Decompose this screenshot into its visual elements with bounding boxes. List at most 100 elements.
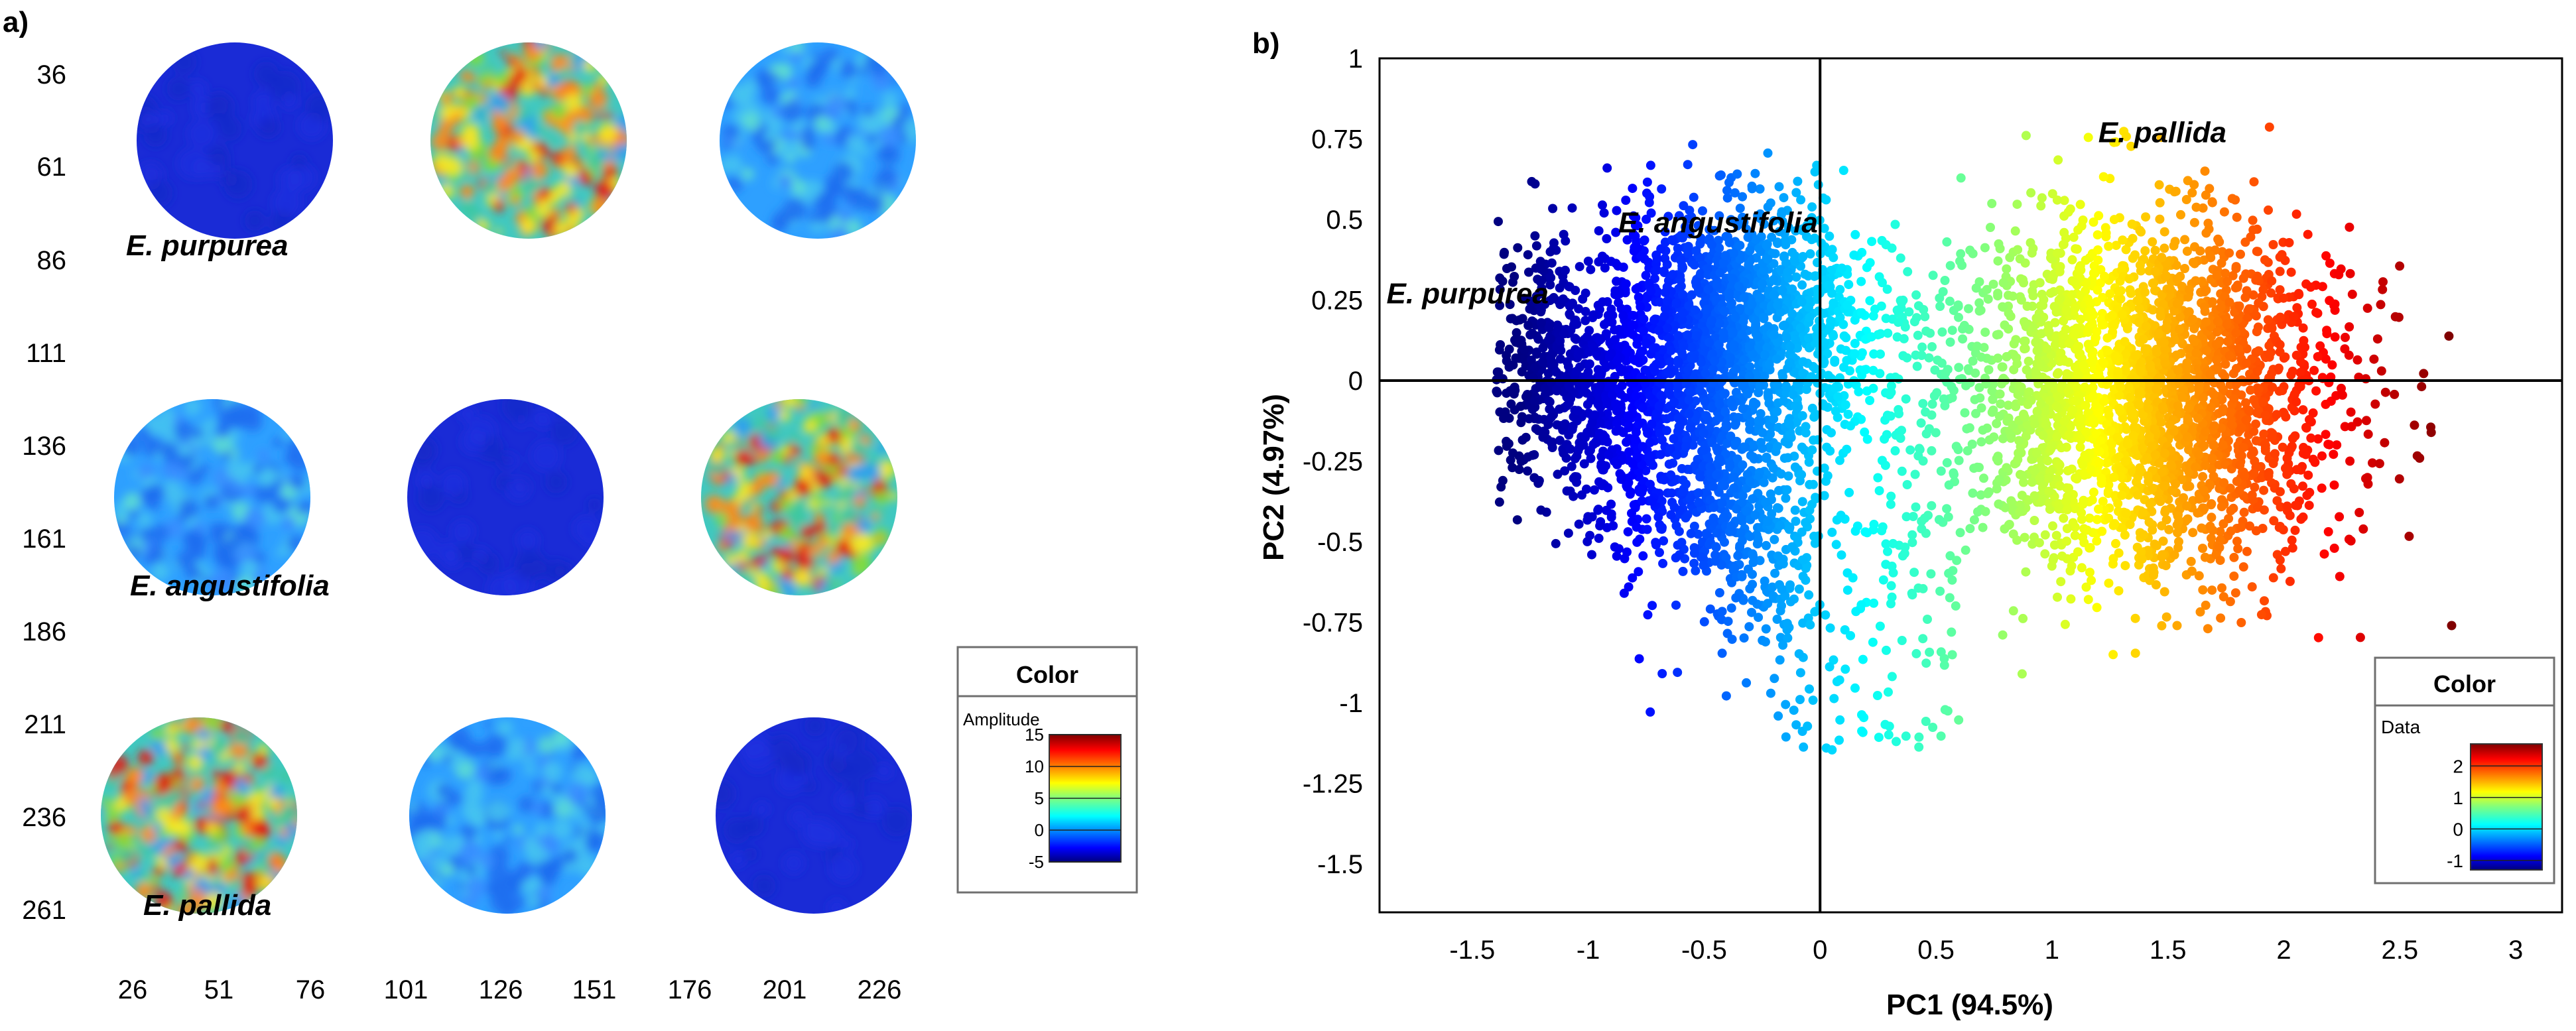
scatter-point-2410 xyxy=(1838,166,1848,175)
scatter-point-932 xyxy=(1721,691,1731,701)
scatter-point-4002 xyxy=(1928,271,1938,280)
scatter-point-2769 xyxy=(1663,367,1673,377)
scatter-point-1246 xyxy=(1630,435,1640,444)
scatter-point-906 xyxy=(1552,420,1562,430)
scatter-point-4755 xyxy=(2248,446,2258,456)
scatter-point-909 xyxy=(1507,262,1516,272)
scatter-point-1156 xyxy=(1673,426,1683,436)
scatter-point-4077 xyxy=(2289,484,2299,494)
scatter-point-2668 xyxy=(1798,369,1808,378)
scatter-point-4802 xyxy=(2291,210,2301,219)
scatter-point-827 xyxy=(1725,462,1735,472)
scatter-point-2353 xyxy=(1781,381,1791,391)
scatter-point-2651 xyxy=(1740,442,1750,452)
scatter-point-794 xyxy=(1602,163,1612,173)
scatter-point-4085 xyxy=(2209,440,2219,450)
scatter-point-2687 xyxy=(1730,312,1740,322)
scatter-point-4581 xyxy=(2334,270,2344,280)
scatter-point-2645 xyxy=(1689,353,1699,363)
scatter-point-1070 xyxy=(1614,544,1624,554)
scatter-point-1144 xyxy=(1601,394,1611,404)
scatter-point-775 xyxy=(1745,532,1755,542)
panel-a-label: a) xyxy=(3,6,29,38)
scatter-point-559 xyxy=(1761,624,1771,634)
scatter-point-3160 xyxy=(2276,564,2286,574)
scatter-point-3297 xyxy=(2130,250,2140,260)
scatter-point-750 xyxy=(1645,479,1655,489)
scatter-point-4471 xyxy=(2036,201,2046,211)
scatter-point-1656 xyxy=(1580,316,1590,326)
scatter-point-1993 xyxy=(1624,411,1634,421)
scatter-point-4862 xyxy=(2118,235,2128,245)
scatter-point-1393 xyxy=(1850,229,1860,239)
scatter-point-602 xyxy=(1804,590,1814,600)
scatter-point-4624 xyxy=(2246,385,2256,395)
legend-a-tick--5: -5 xyxy=(1029,852,1044,872)
scatter-point-4502 xyxy=(2303,470,2313,480)
scatter-point-13 xyxy=(1512,515,1522,525)
x-tick-0: 0 xyxy=(1813,936,1827,965)
scatter-point-921 xyxy=(1608,521,1618,530)
scatter-point-1264 xyxy=(1720,481,1730,491)
scatter-point-4807 xyxy=(2267,432,2277,442)
scatter-point-2511 xyxy=(1580,288,1590,298)
scatter-point-2591 xyxy=(1850,349,1860,359)
scatter-point-4622 xyxy=(2325,440,2335,450)
scatter-point-4253 xyxy=(2188,257,2198,267)
scatter-point-2238 xyxy=(1699,428,1708,438)
scatter-point-1003 xyxy=(1681,479,1691,489)
a-x-tick-26: 26 xyxy=(118,975,148,1004)
scatter-point-2646 xyxy=(1841,333,1851,343)
scatter-point-723 xyxy=(1705,604,1715,614)
scatter-point-4577 xyxy=(2236,618,2246,627)
scatter-point-1301 xyxy=(1773,551,1783,561)
x-axis-ticks: -1.5 -1 -0.5 0 0.5 1 1.5 2 2.5 3 xyxy=(1449,936,2523,965)
scatter-point-2502 xyxy=(1862,386,1872,396)
scatter-point-1358 xyxy=(1693,488,1703,498)
scatter-point-1103 xyxy=(1505,300,1515,310)
scatter-point-2755 xyxy=(1728,328,1738,338)
scatter-point-1197 xyxy=(1606,499,1616,509)
scatter-point-3847 xyxy=(1980,243,1990,253)
disc-r2-c0 xyxy=(101,717,297,914)
scatter-point-2666 xyxy=(1683,365,1693,375)
scatter-point-271 xyxy=(1766,688,1775,698)
scatter-point-1213 xyxy=(1694,498,1704,507)
scatter-point-1520 xyxy=(1796,195,1806,205)
scatter-point-445 xyxy=(1494,345,1504,355)
scatter-point-2609 xyxy=(1684,409,1694,419)
scatter-point-1067 xyxy=(1669,503,1679,512)
scatter-point-4388 xyxy=(2410,420,2419,430)
scatter-point-2739 xyxy=(1677,290,1687,300)
scatter-point-1872 xyxy=(1666,345,1676,355)
scatter-point-3927 xyxy=(2100,223,2110,233)
a-y-tick-161: 161 xyxy=(22,524,66,554)
scatter-point-1964 xyxy=(1628,330,1638,339)
scatter-point-3922 xyxy=(1994,239,2004,249)
scatter-point-4150 xyxy=(2285,511,2295,520)
scatter-point-2619 xyxy=(1747,299,1757,309)
scatter-point-1341 xyxy=(1708,503,1718,513)
scatter-point-1204 xyxy=(1722,438,1732,448)
scatter-point-4648 xyxy=(2329,450,2339,459)
scatter-point-1922 xyxy=(1797,280,1807,290)
scatter-point-4343 xyxy=(2083,133,2093,143)
scatter-point-2761 xyxy=(1654,326,1664,335)
y-tick--1: -1 xyxy=(1339,689,1363,718)
scatter-point-973 xyxy=(1699,617,1709,627)
scatter-point-2737 xyxy=(1753,332,1762,342)
scatter-point-1913 xyxy=(1672,450,1682,460)
scatter-point-1164 xyxy=(1606,513,1616,522)
scatter-point-4760 xyxy=(2182,246,2192,256)
scatter-point-2611 xyxy=(1688,140,1698,150)
scatter-point-1287 xyxy=(1545,397,1555,407)
scatter-point-4347 xyxy=(2051,307,2061,317)
scatter-point-3474 xyxy=(2335,572,2345,581)
scatter-point-1978 xyxy=(1574,347,1584,357)
scatter-point-4697 xyxy=(2024,356,2033,366)
scatter-point-4752 xyxy=(2251,436,2261,446)
scatter-point-4667 xyxy=(2057,443,2067,453)
scatter-point-1940 xyxy=(1912,361,1922,371)
scatter-point-4561 xyxy=(2010,226,2020,236)
